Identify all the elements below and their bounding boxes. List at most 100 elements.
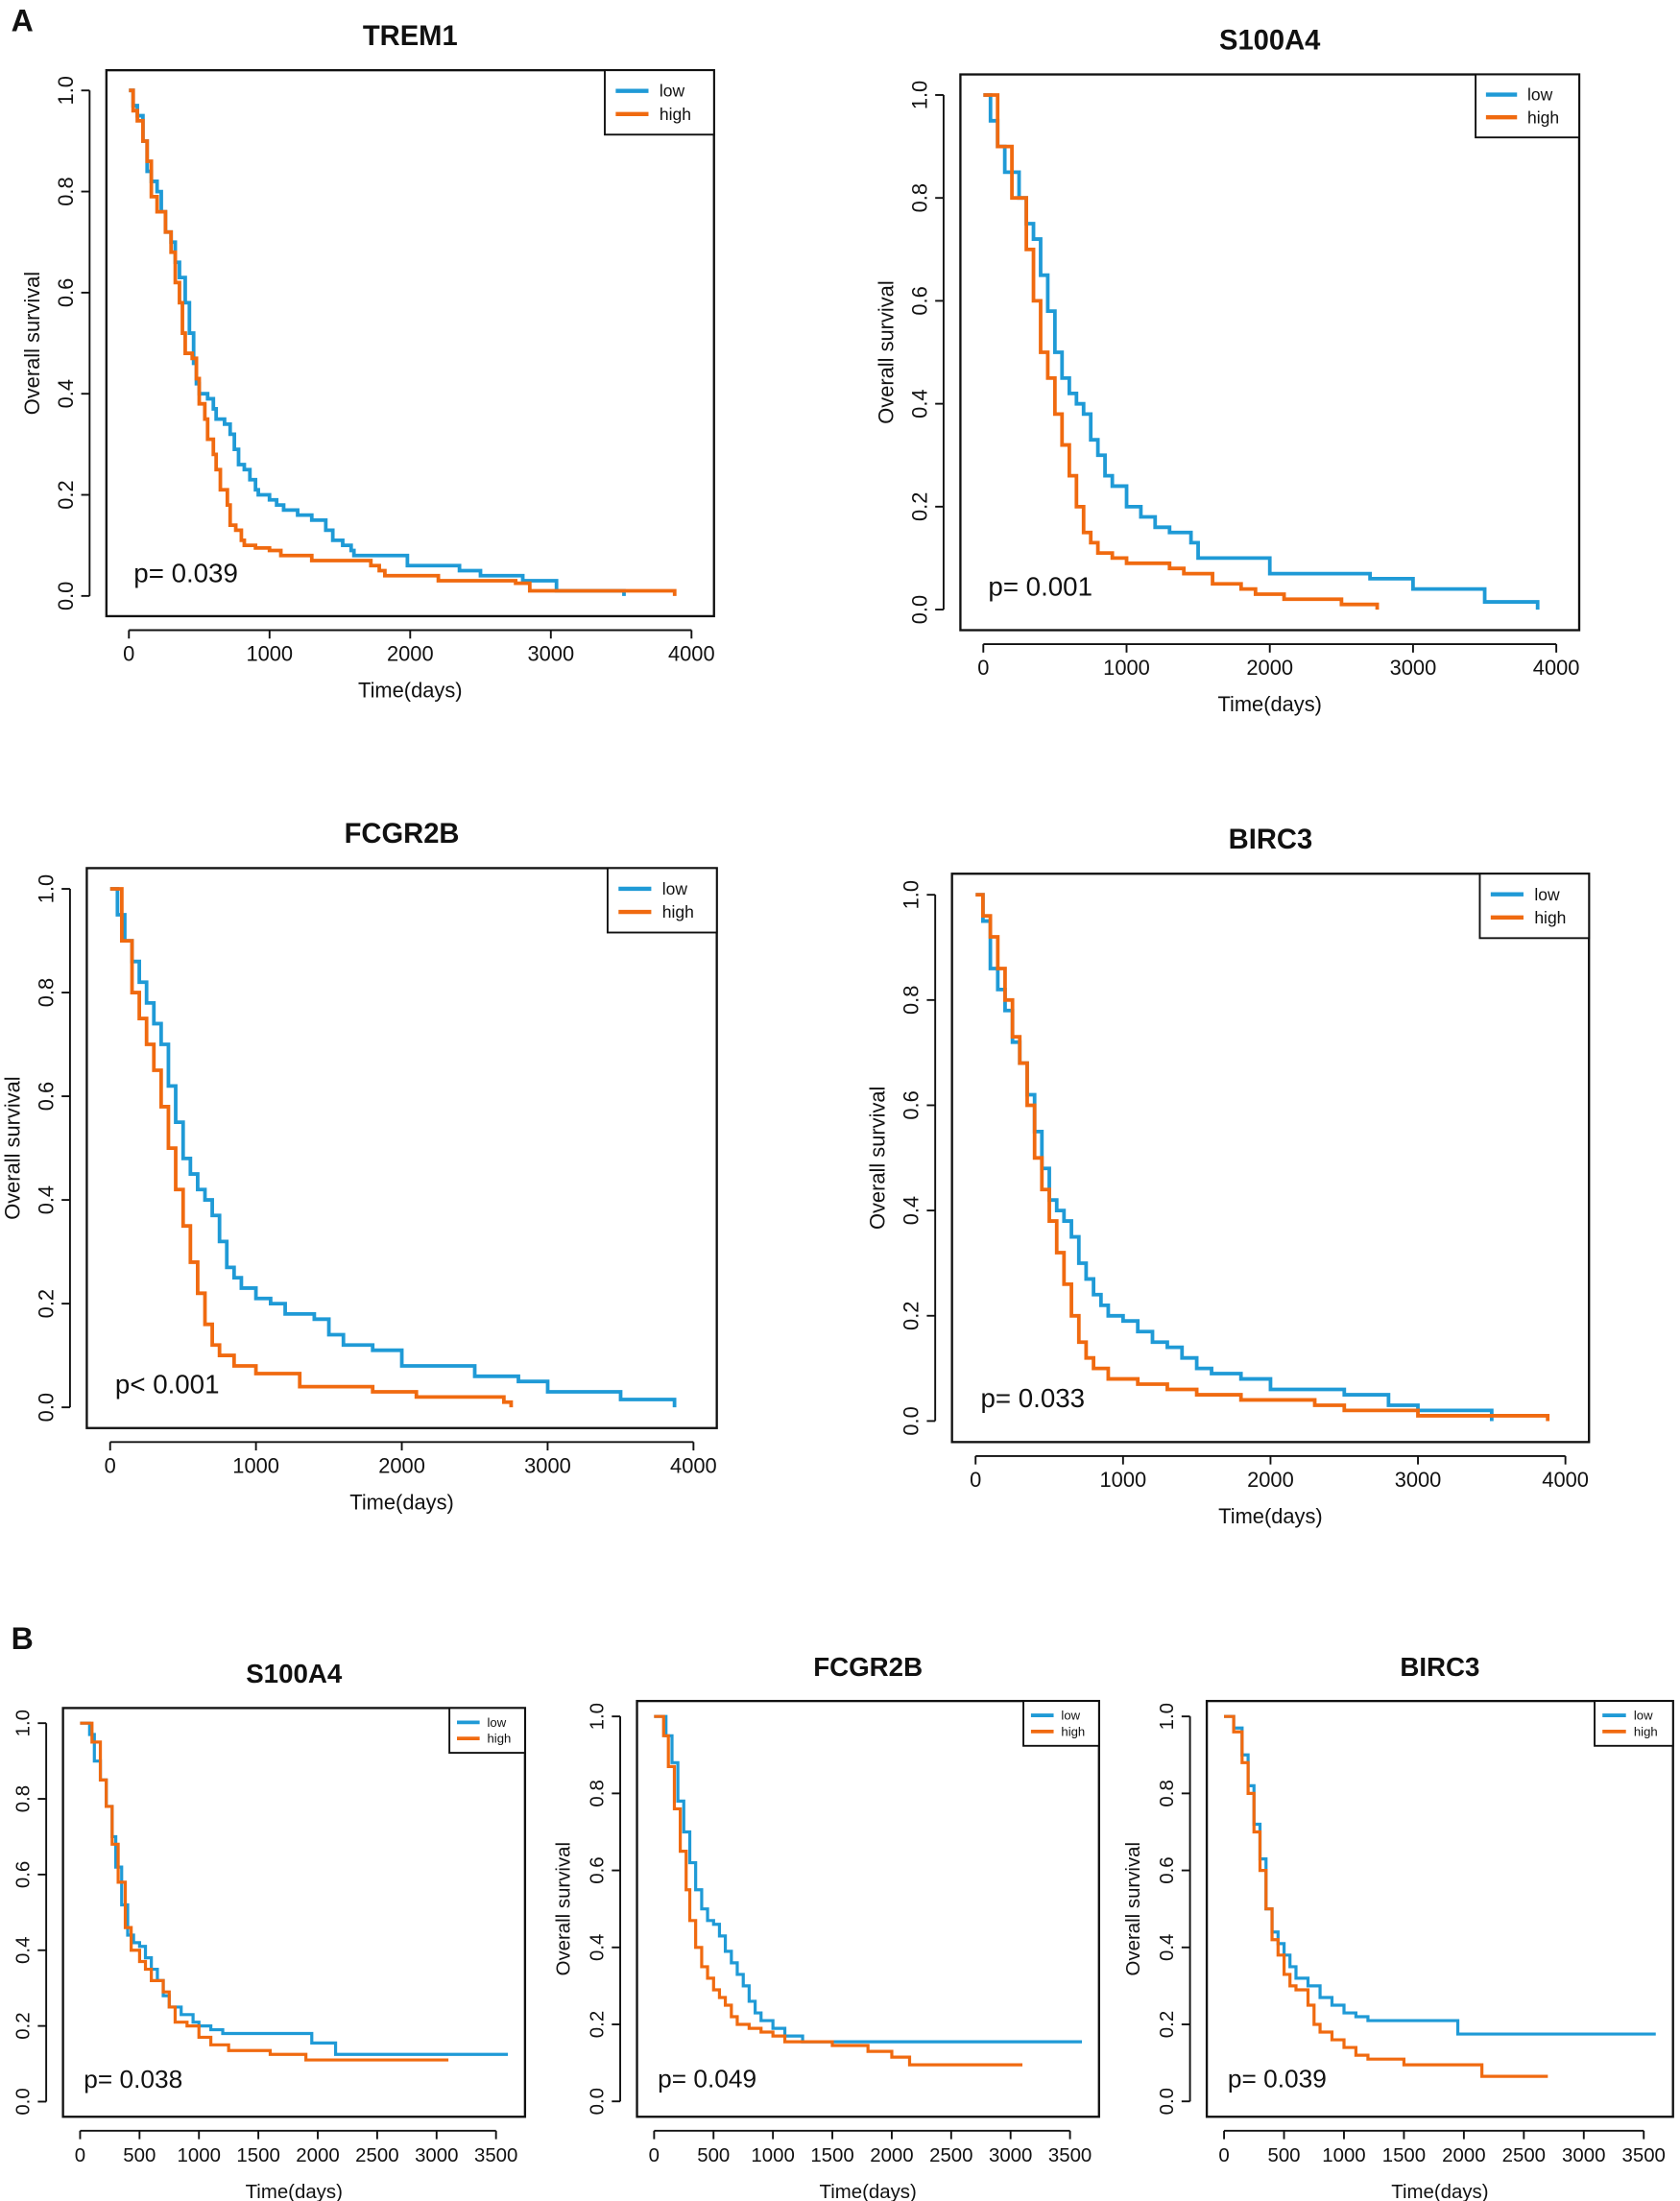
- km-panel-7: BIRC3 0 500 1000 1500 2000 2500 3000 3500 Time(da…: [1123, 1652, 1674, 2201]
- y-tick-label: 0.0: [1157, 2088, 1178, 2115]
- km-curve-high: [1224, 1714, 1548, 2078]
- x-tick-label: 0: [970, 1468, 981, 1492]
- y-tick-label: 0.2: [54, 480, 78, 509]
- y-tick-label: 0.2: [588, 2011, 609, 2038]
- km-panel-2: S100A4 0 1000 2000 3000 4000 Time(days) 0.0 0.2 0…: [874, 25, 1581, 716]
- x-tick-label: 0: [123, 642, 134, 666]
- plot-frame: [1205, 1699, 1674, 2118]
- x-tick-label: 1000: [1103, 656, 1150, 680]
- y-tick-label: 0.0: [588, 2088, 609, 2115]
- y-tick-label: 0.0: [907, 595, 931, 624]
- x-tick-label: 3500: [1622, 2145, 1666, 2166]
- x-tick-label: 0: [977, 656, 989, 680]
- y-tick-label: 0.6: [13, 1861, 35, 1888]
- x-tick-label: 2000: [296, 2145, 339, 2166]
- y-tick-label: 1.0: [900, 880, 924, 909]
- x-tick-label: 3000: [415, 2145, 458, 2166]
- y-tick-label: 1.0: [54, 76, 78, 105]
- x-axis-label: Time(days): [1218, 1504, 1323, 1528]
- km-curve-high: [129, 88, 677, 596]
- km-panel-3: FCGR2B 0 1000 2000 3000 4000 Time(days) 0.0 0.2 0…: [0, 819, 718, 1514]
- x-tick-label: 2000: [387, 642, 434, 666]
- y-axis-label: Overall survival: [0, 1846, 1, 1979]
- plot-frame: [61, 1707, 527, 2118]
- y-tick-label: 0.4: [13, 1937, 35, 1964]
- y-tick-label: 0.8: [907, 183, 931, 212]
- legend-box: [1594, 1700, 1674, 1747]
- y-tick-label: 0.6: [1157, 1856, 1178, 1883]
- x-tick-label: 3000: [524, 1453, 571, 1477]
- p-value-annotation: p= 0.001: [988, 571, 1092, 601]
- y-tick-label: 0.0: [13, 2088, 35, 2115]
- y-tick-label: 1.0: [1157, 1703, 1178, 1730]
- x-tick-label: 2000: [870, 2145, 913, 2166]
- y-tick-label: 0.8: [34, 978, 58, 1007]
- legend-label-low: low: [1527, 85, 1553, 105]
- p-value-annotation: p= 0.033: [981, 1383, 1086, 1413]
- legend-label-high: high: [660, 105, 691, 124]
- x-axis-label: Time(days): [358, 678, 463, 702]
- x-tick-label: 500: [697, 2145, 730, 2166]
- chart-title: TREM1: [363, 21, 458, 52]
- chart-title: FCGR2B: [813, 1652, 923, 1682]
- y-tick-label: 0.4: [588, 1934, 609, 1961]
- x-tick-label: 1000: [246, 642, 293, 666]
- x-tick-label: 2500: [355, 2145, 398, 2166]
- y-tick-label: 0.0: [34, 1393, 58, 1422]
- y-tick-label: 1.0: [588, 1703, 609, 1730]
- km-panel-6: FCGR2B 0 500 1000 1500 2000 2500 3000 3500 Time(d…: [554, 1652, 1100, 2201]
- y-tick-label: 0.6: [54, 278, 78, 307]
- x-tick-label: 3000: [989, 2145, 1032, 2166]
- chart-title: FCGR2B: [345, 819, 460, 849]
- legend-label-low: low: [1061, 1709, 1080, 1723]
- y-tick-label: 0.6: [34, 1082, 58, 1111]
- km-curve-low: [80, 1721, 509, 2056]
- plot-frame: [85, 867, 718, 1429]
- km-curve-low: [109, 887, 677, 1408]
- legend-box: [448, 1707, 526, 1755]
- p-value-annotation: p< 0.001: [115, 1370, 220, 1400]
- y-tick-label: 0.8: [1157, 1780, 1178, 1806]
- legend-label-high: high: [1634, 1724, 1658, 1738]
- x-tick-label: 3000: [1562, 2145, 1605, 2166]
- legend-box: [1022, 1700, 1100, 1747]
- x-tick-label: 3500: [1048, 2145, 1092, 2166]
- x-tick-label: 1500: [1382, 2145, 1426, 2166]
- p-value-annotation: p= 0.049: [658, 2065, 756, 2093]
- chart-title: S100A4: [246, 1659, 343, 1688]
- x-tick-label: 3000: [1390, 656, 1437, 680]
- y-tick-label: 0.4: [907, 389, 931, 418]
- legend-label-high: high: [1527, 108, 1559, 127]
- x-axis-label: Time(days): [246, 2182, 343, 2201]
- x-tick-label: 500: [1267, 2145, 1300, 2166]
- x-tick-label: 1500: [810, 2145, 853, 2166]
- legend-box: [604, 69, 715, 136]
- x-tick-label: 3000: [1395, 1468, 1442, 1492]
- y-tick-label: 0.6: [588, 1856, 609, 1883]
- y-axis-label: Overall survival: [1123, 1842, 1144, 1975]
- plot-frame: [636, 1699, 1100, 2118]
- legend-label-low: low: [1634, 1709, 1653, 1723]
- y-tick-label: 0.2: [13, 2012, 35, 2039]
- y-axis-label: Overall survival: [866, 1087, 890, 1230]
- y-tick-label: 0.6: [907, 286, 931, 315]
- x-tick-label: 1000: [1100, 1468, 1147, 1492]
- p-value-annotation: p= 0.039: [1228, 2065, 1327, 2093]
- x-tick-label: 1000: [1322, 2145, 1365, 2166]
- x-tick-label: 1000: [178, 2145, 221, 2166]
- x-tick-label: 0: [1218, 2145, 1229, 2166]
- km-panel-4: BIRC3 0 1000 2000 3000 4000 Time(days) 0.0 0.2 0.…: [866, 825, 1591, 1528]
- y-axis-label: Overall survival: [554, 1842, 575, 1975]
- x-tick-label: 0: [649, 2145, 660, 2166]
- km-curve-low: [129, 88, 626, 596]
- y-tick-label: 0.2: [34, 1289, 58, 1318]
- panel-label-b: B: [12, 1621, 34, 1656]
- y-tick-label: 0.0: [900, 1406, 924, 1435]
- x-tick-label: 4000: [670, 1453, 717, 1477]
- legend-box: [1475, 73, 1580, 139]
- km-curve-high: [654, 1714, 1023, 2067]
- x-tick-label: 2000: [1247, 1468, 1294, 1492]
